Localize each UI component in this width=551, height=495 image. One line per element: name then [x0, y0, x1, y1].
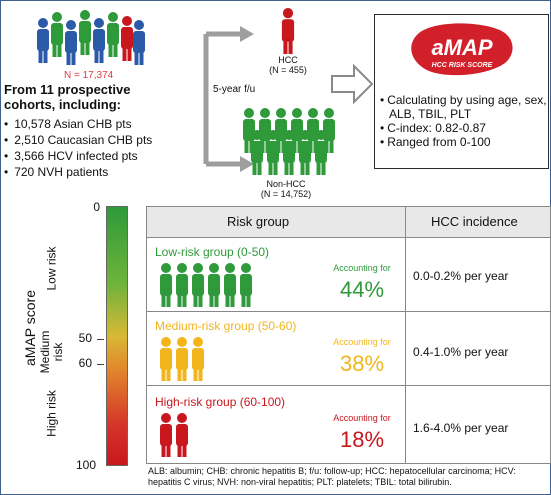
high-group-title: High-risk group (60-100)	[155, 395, 286, 409]
hcc-person-icon	[281, 8, 295, 54]
cohort-people-icon	[37, 10, 145, 65]
nonhcc-n: (N = 14,752)	[260, 189, 312, 199]
medium-incidence: 0.4-1.0% per year	[413, 345, 509, 359]
low-accounting-label: Accounting for	[333, 263, 391, 273]
cohort-title: From 11 prospective cohorts, including:	[4, 82, 131, 112]
tick-mark	[97, 364, 104, 365]
hcc-n: (N = 455)	[269, 65, 307, 75]
column-divider	[405, 207, 406, 463]
medium-group-title: Medium-risk group (50-60)	[155, 319, 297, 333]
cohort-item: 10,578 Asian CHB pts	[4, 116, 152, 132]
followup-label: 5-year f/u	[213, 84, 256, 95]
row-divider	[147, 311, 550, 312]
cohort-item: 2,510 Caucasian CHB pts	[4, 132, 152, 148]
high-risk-label: High risk	[44, 390, 59, 437]
medium-percent: 38%	[339, 351, 385, 376]
nonhcc-people-icon	[243, 108, 335, 175]
row-divider	[147, 385, 550, 386]
amap-logo-text: aMAP	[431, 35, 492, 60]
amap-logo: aMAP HCC RISK SCORE	[411, 23, 513, 76]
split-arrow-icon	[203, 26, 254, 172]
cohort-list: 10,578 Asian CHB pts 2,510 Caucasian CHB…	[4, 116, 152, 180]
amap-bullets: Calculating by using age, sex, ALB, TBIL…	[380, 93, 548, 149]
tick-label: 50	[78, 331, 92, 345]
high-percent: 18%	[339, 427, 385, 452]
amap-logo-subtext: HCC RISK SCORE	[432, 62, 493, 69]
low-risk-label: Low risk	[44, 246, 59, 291]
amap-bullet: Ranged from 0-100	[380, 135, 548, 149]
nonhcc-label: Non-HCC (N = 14,752)	[246, 179, 326, 199]
header-hcc-incidence: HCC incidence	[431, 214, 518, 229]
footnote: ALB: albumin; CHB: chronic hepatitis B; …	[148, 466, 516, 487]
nonhcc-label-text: Non-HCC	[266, 179, 306, 189]
right-arrow-icon	[331, 64, 374, 104]
cohort-item: 720 NVH patients	[4, 164, 152, 180]
amap-box: aMAP HCC RISK SCORE Calculating by using…	[374, 14, 549, 169]
tick-label: 60	[78, 356, 92, 370]
hcc-label: HCC (N = 455)	[262, 55, 314, 75]
axis-title: aMAP score	[22, 290, 38, 366]
low-percent: 44%	[339, 277, 385, 302]
table-header: Risk group HCC incidence	[147, 207, 550, 238]
risk-table: Risk group HCC incidence Low-risk group …	[146, 206, 551, 464]
tick-label: 100	[75, 458, 96, 472]
high-accounting-label: Accounting for	[333, 413, 391, 423]
tick-mark	[97, 339, 104, 340]
cohort-item: 3,566 HCV infected pts	[4, 148, 152, 164]
high-incidence: 1.6-4.0% per year	[413, 421, 509, 435]
tick-label: 0	[93, 200, 100, 214]
high-group-people-icon	[160, 413, 188, 457]
low-group-people-icon	[160, 263, 252, 307]
low-group-title: Low-risk group (0-50)	[155, 245, 270, 259]
amap-bullet: C-index: 0.82-0.87	[380, 121, 548, 135]
total-n-label: N = 17,374	[64, 70, 114, 81]
medium-accounting-label: Accounting for	[333, 337, 391, 347]
score-gradient-bar	[106, 206, 128, 466]
low-incidence: 0.0-0.2% per year	[413, 269, 509, 283]
header-risk-group: Risk group	[227, 214, 290, 229]
amap-bullet: Calculating by using age, sex, ALB, TBIL…	[380, 93, 548, 121]
hcc-label-text: HCC	[278, 55, 298, 65]
medium-group-people-icon	[160, 337, 204, 381]
